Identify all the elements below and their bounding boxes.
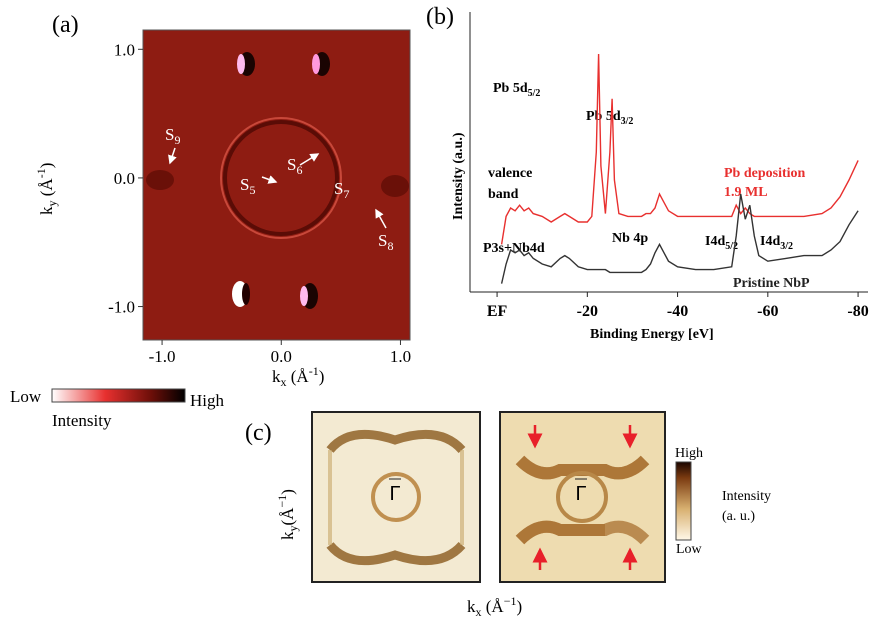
x-axis-label: kx (Å-1) — [272, 364, 324, 389]
x-tick-label: -1.0 — [149, 347, 176, 366]
annotation: band — [488, 187, 519, 202]
map-feature — [146, 170, 174, 190]
y-axis-label: Intensity (a.u.) — [451, 132, 466, 220]
map-feature — [556, 471, 608, 523]
panel-a: S9 S6 S5 S7 S8 kx (Å-1) ky (Å-1) Low Hig… — [10, 29, 411, 430]
annotation: Nb 4p — [612, 231, 648, 246]
annotation: S8 — [378, 231, 393, 253]
annotation: S5 — [240, 175, 255, 197]
annotations: Pb 5d5/2 Pb 5d3/2 valence band P3s+Nb4d … — [483, 81, 810, 291]
map-feature — [220, 117, 342, 239]
x-tick-label: 1.0 — [390, 347, 411, 366]
x-tick-label: -80 — [847, 303, 868, 320]
x-tick-label: -60 — [757, 303, 778, 320]
map-feature — [312, 54, 320, 74]
x-tick-label: -20 — [577, 303, 598, 320]
annotation: S6 — [287, 155, 302, 177]
y-axis-label: ky(Å−1) — [275, 489, 300, 540]
series-line — [500, 193, 859, 284]
legend-label: Pristine NbP — [733, 276, 810, 291]
map-feature — [223, 120, 339, 236]
annotation: S7 — [334, 179, 349, 201]
annotation: valence — [488, 166, 532, 181]
annotation: Pb 5d3/2 — [586, 109, 633, 127]
y-tick-label: 1.0 — [114, 40, 135, 59]
map-feature — [242, 283, 250, 305]
panel-b: Intensity (a.u.) Binding Energy [eV] Pb … — [451, 12, 869, 342]
map-feature — [381, 175, 409, 197]
colorbar-high: High — [190, 391, 225, 410]
colorbar-label: Intensity — [52, 411, 112, 430]
annotation: S9 — [165, 125, 180, 147]
x-axis-label: Binding Energy [eV] — [590, 327, 714, 342]
colorbar-low: Low — [676, 542, 703, 557]
colorbar-label: Intensity — [722, 489, 771, 504]
map-feature — [515, 455, 650, 545]
annotation: 1.9 ML — [724, 185, 768, 200]
annotation: I4d5/2 — [705, 234, 738, 252]
x-tick-label: EF — [487, 303, 508, 320]
x-axis-label: kx (Å−1) — [467, 594, 522, 619]
arrow — [168, 147, 177, 165]
x-tick-label: -40 — [667, 303, 688, 320]
annotation: P3s+Nb4d — [483, 241, 545, 256]
y-tick-label: 0.0 — [114, 169, 135, 188]
annotation: I4d3/2 — [760, 234, 793, 252]
series-line — [500, 53, 859, 245]
colorbar-high: High — [675, 446, 703, 461]
x-tick-label: 0.0 — [271, 347, 292, 366]
panel-label: (a) — [52, 12, 79, 38]
map-feature — [371, 472, 421, 522]
colorbar — [51, 388, 186, 403]
gamma-label: Γ — [389, 483, 400, 505]
map-feature — [237, 54, 245, 74]
legend-label: Pb deposition — [724, 166, 806, 181]
map-feature — [328, 450, 464, 545]
panel-label: (b) — [426, 4, 454, 30]
panel-c: Γ Γ ky(Å−1) kx (Å−1) High Low Intensity … — [275, 411, 771, 619]
arrow — [375, 208, 387, 229]
colorbar-low: Low — [10, 387, 42, 406]
annotations: S9 S6 S5 S7 S8 — [165, 125, 393, 253]
annotation: Pb 5d5/2 — [493, 81, 540, 99]
arrow — [261, 175, 278, 184]
y-axis-label: ky (Å-1) — [34, 163, 59, 215]
arrow — [299, 153, 320, 166]
gamma-label: Γ — [575, 483, 586, 505]
map-feature — [300, 286, 308, 306]
y-tick-label: -1.0 — [108, 298, 135, 317]
map-image — [142, 29, 411, 341]
panel-label: (c) — [245, 420, 272, 446]
map-feature — [326, 429, 466, 566]
colorbar-label: (a. u.) — [722, 509, 755, 524]
colorbar — [675, 461, 692, 541]
